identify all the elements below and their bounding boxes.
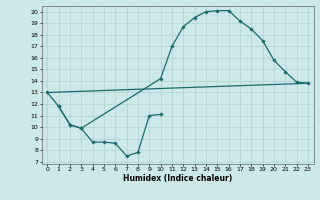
X-axis label: Humidex (Indice chaleur): Humidex (Indice chaleur) bbox=[123, 174, 232, 183]
